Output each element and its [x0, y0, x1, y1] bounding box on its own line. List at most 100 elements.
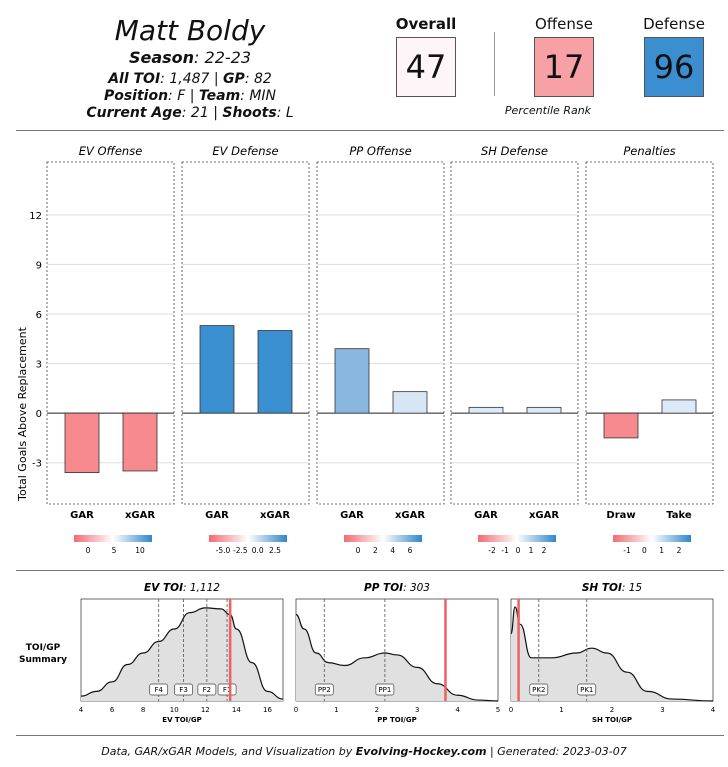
gar-y-tick-label: 12 — [29, 211, 42, 222]
age-value: : 21 | — [181, 105, 223, 121]
legend-colorbar — [344, 535, 422, 542]
line-marker-box — [217, 683, 237, 696]
gar-y-ticks: -3 0 3 6 9 12 — [29, 211, 42, 470]
gar-panel-penalties: Penalties Draw Take -1 0 1 2 — [585, 144, 714, 555]
panel-title: SH Defense — [481, 144, 548, 158]
line-marker-label: F2 — [203, 686, 211, 694]
team-value: : MIN — [240, 88, 277, 104]
toi-x-axis-label: EV TOI/GP — [162, 716, 201, 724]
defense-label: Defense — [643, 15, 705, 33]
gar-panel-sh-defense: SH Defense GAR xGAR -2 -1 0 1 2 — [450, 144, 579, 555]
x-category-label: xGAR — [395, 510, 425, 521]
toi-title-bold: PP TOI — [364, 582, 403, 594]
line-marker-box — [375, 683, 395, 696]
line-marker-box — [197, 683, 217, 696]
gar-panel-ev-offense: EV Offense GAR xGAR 0 5 10 — [46, 144, 175, 555]
bar-take — [661, 399, 697, 414]
position-label: Position — [103, 88, 169, 104]
gar-panel-ev-defense: EV Defense GAR xGAR -5.0 -2.5 0.0 2.5 — [181, 144, 310, 555]
bar-gar — [334, 348, 370, 414]
toi-x-tick-label: 5 — [496, 706, 500, 714]
bar-xgar — [526, 406, 562, 414]
toi-x-tick-label: 14 — [232, 706, 241, 714]
legend-tick-label: 0 — [86, 546, 91, 555]
gar-y-axis-label: Total Goals Above Replacement — [16, 326, 29, 501]
legend-tick-label: -5.0 — [216, 546, 231, 555]
x-category-label: xGAR — [529, 510, 559, 521]
percentile-caption: Percentile Rank — [504, 104, 592, 117]
toi-x-tick-label: 1 — [334, 706, 338, 714]
legend-colorbar — [74, 535, 152, 542]
overall-rank-box: 47 — [396, 37, 456, 97]
line-marker-label: PP2 — [318, 686, 331, 694]
panel-title: EV Offense — [79, 144, 143, 158]
legend-tick-label: -2 — [488, 546, 496, 555]
toi-label: All TOI — [108, 71, 161, 87]
toi-panel-sh: SH TOI: 15 PK2 PK1 0 1 2 3 4 SH TOI/GP — [509, 582, 716, 724]
legend-tick-label: 0 — [642, 546, 647, 555]
x-category-label: GAR — [205, 510, 229, 521]
gar-y-tick-label: -3 — [32, 459, 42, 470]
density-area — [511, 606, 713, 701]
toi-x-tick-label: 2 — [610, 706, 614, 714]
toi-x-axis-label: SH TOI/GP — [592, 716, 632, 724]
legend-tick-label: 2 — [677, 546, 682, 555]
gar-y-tick-label: 3 — [36, 360, 42, 371]
footer-divider — [16, 735, 724, 736]
toi-title-value: : 15 — [622, 582, 643, 594]
bar-gar — [468, 406, 504, 414]
legend-tick-label: 2 — [373, 546, 378, 555]
line-marker-box — [577, 683, 597, 696]
panel-frame — [46, 161, 175, 505]
gp-value: : 82 — [244, 71, 272, 87]
panel-frame — [585, 161, 714, 505]
x-category-label: xGAR — [260, 510, 290, 521]
toi-value: : 1,487 | — [160, 71, 224, 87]
toi-title-bold: EV TOI — [144, 582, 183, 594]
line-marker-label: PP1 — [378, 686, 391, 694]
panel-frame — [450, 161, 579, 505]
legend-tick-label: -2.5 — [233, 546, 248, 555]
season-line: Season: 22-23 — [0, 48, 380, 67]
toi-density-chart: TOI/GP Summary EV TOI: 1,112 F4 F3 F2 F1 4 6 8 1… — [19, 582, 716, 724]
toi-x-tick-label: 0 — [294, 706, 298, 714]
header-divider — [16, 130, 724, 131]
legend-tick-label: -1 — [623, 546, 631, 555]
footer-prefix: Data, GAR/xGAR Models, and Visualization… — [101, 745, 356, 758]
toi-x-tick-label: 1 — [559, 706, 563, 714]
shoots-label: Shoots — [222, 105, 277, 121]
legend-tick-label: 2 — [542, 546, 547, 555]
toi-panel-ev: EV TOI: 1,112 F4 F3 F2 F1 4 6 8 10 12 14 16 EV TOI/G… — [79, 582, 284, 724]
line-marker-box — [529, 683, 549, 696]
season-label: Season — [128, 48, 195, 67]
season-value: : 22-23 — [194, 48, 252, 67]
legend-tick-label: 1 — [659, 546, 664, 555]
panel-frame — [181, 161, 310, 505]
line-marker-label: F1 — [223, 686, 231, 694]
bar-xgar — [257, 330, 293, 414]
x-category-label: xGAR — [125, 510, 155, 521]
offense-rank-box: 17 — [534, 37, 594, 97]
gp-label: GP — [223, 71, 245, 87]
age-label: Current Age — [86, 105, 182, 121]
line-marker-box — [174, 683, 193, 696]
density-area — [296, 614, 498, 701]
legend-tick-label: -1 — [501, 546, 509, 555]
legend-tick-label: 2.5 — [269, 546, 281, 555]
gar-y-tick-label: 9 — [36, 260, 42, 271]
line-marker-label: PK1 — [580, 686, 593, 694]
toi-panel-title: SH TOI: 15 — [582, 582, 643, 594]
toi-x-tick-label: 2 — [375, 706, 379, 714]
toi-x-tick-label: 3 — [415, 706, 419, 714]
offense-label: Offense — [535, 15, 593, 33]
gar-panel-pp-offense: PP Offense GAR xGAR 0 2 4 6 — [316, 144, 445, 555]
footer-suffix: | Generated: 2023-03-07 — [486, 745, 627, 758]
toi-panel-pp: PP TOI: 303 PP2 PP1 0 1 2 3 4 5 PP TOI/GP — [294, 582, 500, 724]
x-category-label: Take — [666, 510, 692, 521]
legend-tick-label: 0.0 — [252, 546, 264, 555]
position-value: : F | — [168, 88, 199, 104]
toi-x-tick-label: 6 — [110, 706, 115, 714]
